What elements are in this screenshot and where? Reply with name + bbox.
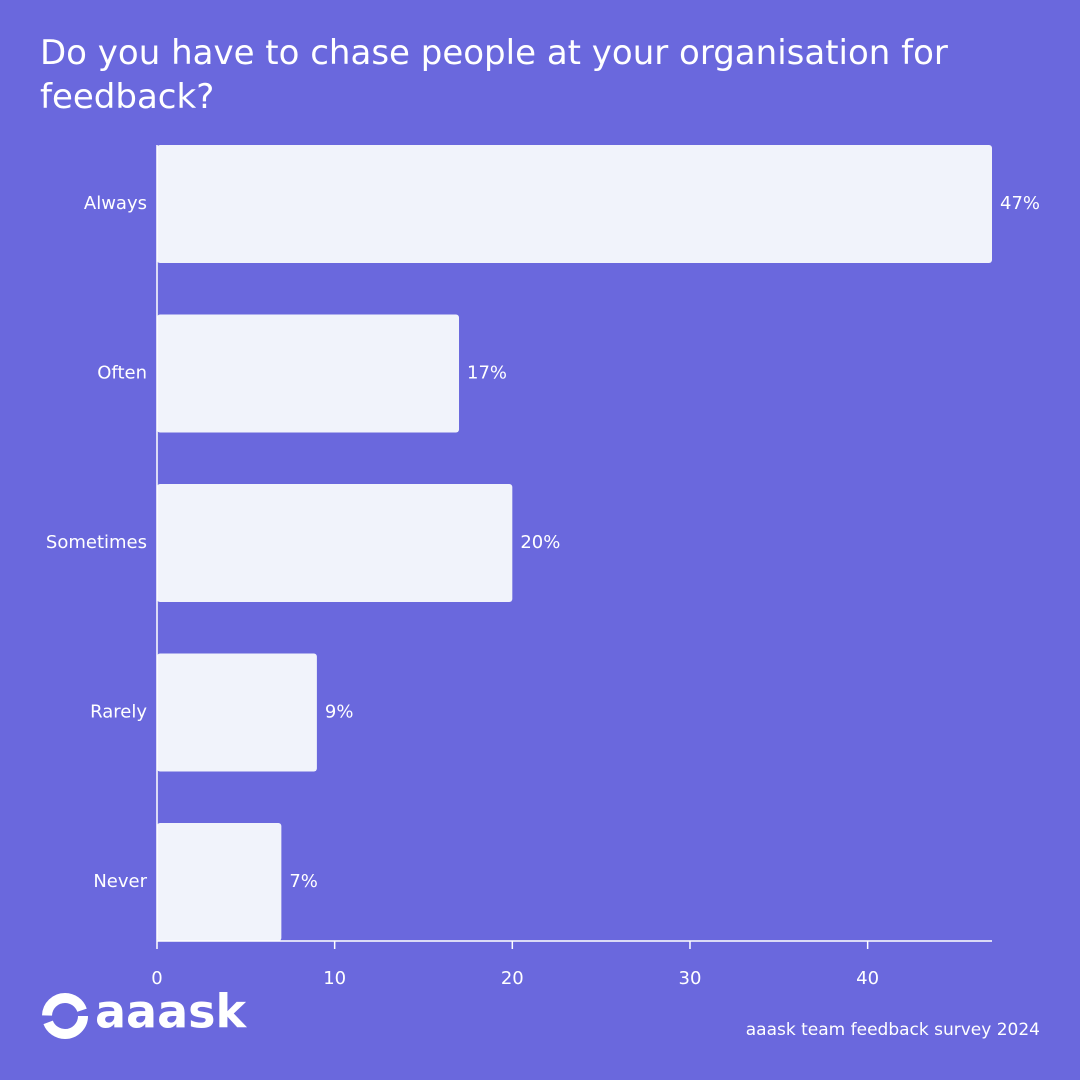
y-tick-label: Sometimes bbox=[46, 532, 147, 553]
value-label: 17% bbox=[467, 363, 507, 384]
value-label: 47% bbox=[1000, 193, 1040, 214]
bar bbox=[157, 823, 282, 941]
bar bbox=[157, 314, 460, 433]
y-tick-label: Rarely bbox=[90, 702, 147, 723]
bar bbox=[157, 653, 317, 772]
y-tick-label: Always bbox=[84, 193, 147, 214]
bar bbox=[157, 145, 992, 263]
x-tick-label: 0 bbox=[151, 968, 162, 989]
bar bbox=[157, 484, 513, 602]
footer: aaask team feedback survey 2024 bbox=[746, 1020, 1040, 1040]
x-tick-label: 40 bbox=[856, 968, 879, 989]
x-tick-label: 20 bbox=[501, 968, 524, 989]
x-tick-label: 30 bbox=[679, 968, 702, 989]
logo-text: aaask bbox=[95, 985, 248, 1039]
x-tick-label: 10 bbox=[323, 968, 346, 989]
y-tick-label: Never bbox=[93, 871, 147, 892]
y-tick-label: Often bbox=[97, 363, 147, 384]
chart-title: Do you have to chase people at your orga… bbox=[40, 33, 948, 117]
value-label: 9% bbox=[325, 702, 354, 723]
title-line: feedback? bbox=[40, 77, 214, 117]
logo-icon bbox=[42, 993, 88, 1039]
value-label: 7% bbox=[289, 871, 318, 892]
title-line: Do you have to chase people at your orga… bbox=[40, 33, 948, 73]
value-label: 20% bbox=[520, 532, 560, 553]
logo-ring bbox=[42, 993, 88, 1039]
